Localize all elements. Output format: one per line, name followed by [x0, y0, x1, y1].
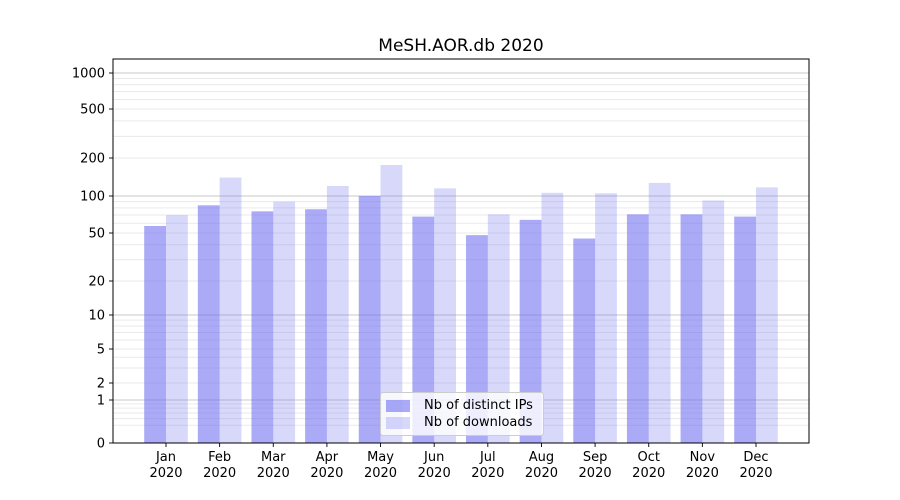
x-tick-label-month-oct: Oct: [637, 450, 659, 465]
x-tick-label-year-may: 2020: [364, 466, 397, 481]
legend-label-downloads: Nb of downloads: [424, 415, 533, 430]
y-tick-label-5: 5: [97, 343, 105, 358]
legend-swatch-downloads: [386, 416, 410, 429]
x-tick-label-year-jun: 2020: [418, 466, 451, 481]
bar-nov-distinct-ips: [680, 214, 703, 443]
x-tick-label-month-may: May: [367, 450, 394, 465]
y-tick-label-20: 20: [88, 275, 105, 290]
bar-jan-distinct-ips: [144, 226, 166, 443]
x-tick-label-month-aug: Aug: [529, 450, 554, 465]
x-tick-label-month-jul: Jul: [479, 450, 496, 465]
x-tick-label-month-jun: Jun: [423, 450, 444, 465]
y-tick-label-2: 2: [97, 377, 105, 392]
bar-nov-downloads: [702, 200, 725, 443]
y-tick-label-1000: 1000: [72, 67, 105, 82]
legend-label-distinct-ips: Nb of distinct IPs: [424, 398, 533, 413]
bar-sep-distinct-ips: [573, 238, 596, 443]
x-tick-label-month-feb: Feb: [208, 450, 231, 465]
x-tick-label-year-apr: 2020: [310, 466, 343, 481]
x-tick-label-year-aug: 2020: [525, 466, 558, 481]
bar-aug-distinct-ips: [519, 219, 542, 443]
bar-jun-distinct-ips: [412, 216, 435, 443]
x-tick-label-year-jul: 2020: [471, 466, 504, 481]
bar-oct-distinct-ips: [626, 214, 649, 443]
x-tick-label-month-jan: Jan: [155, 450, 176, 465]
x-tick-label-month-nov: Nov: [690, 450, 716, 465]
x-tick-label-year-oct: 2020: [632, 466, 665, 481]
bar-feb-downloads: [219, 177, 242, 444]
x-tick-label-month-apr: Apr: [316, 450, 339, 465]
x-tick-label-year-mar: 2020: [257, 466, 290, 481]
bar-may-distinct-ips: [358, 196, 381, 443]
bar-mar-downloads: [273, 201, 296, 443]
y-tick-label-0: 0: [97, 437, 105, 452]
x-tick-label-year-nov: 2020: [686, 466, 719, 481]
legend-swatch-distinct-ips: [386, 399, 410, 412]
bar-aug-downloads: [541, 192, 564, 443]
y-tick-label-50: 50: [88, 227, 105, 242]
x-tick-label-month-mar: Mar: [261, 450, 286, 465]
y-tick-label-100: 100: [80, 190, 105, 205]
y-tick-label-10: 10: [88, 309, 105, 324]
x-tick-label-year-sep: 2020: [579, 466, 612, 481]
chart-title: MeSH.AOR.db 2020: [378, 36, 544, 56]
axes-frame: [112, 58, 810, 444]
x-tick-label-year-jan: 2020: [149, 466, 182, 481]
bar-jan-downloads: [166, 215, 188, 443]
x-tick-label-year-dec: 2020: [739, 466, 772, 481]
bar-may-downloads: [380, 165, 403, 444]
bar-mar-distinct-ips: [251, 211, 274, 443]
legend-item-downloads: Nb of downloads: [386, 415, 533, 430]
y-tick-label-1: 1: [97, 394, 105, 409]
legend-item-distinct-ips: Nb of distinct IPs: [386, 398, 533, 413]
bar-oct-downloads: [648, 182, 671, 443]
y-tick-label-200: 200: [80, 152, 105, 167]
bar-jul-distinct-ips: [466, 235, 488, 443]
bar-jul-downloads: [487, 214, 510, 443]
x-tick-label-month-dec: Dec: [743, 450, 768, 465]
x-tick-label-year-feb: 2020: [203, 466, 236, 481]
chart-legend: Nb of distinct IPs Nb of downloads: [380, 392, 544, 436]
bar-sep-downloads: [595, 193, 617, 443]
x-tick-label-month-sep: Sep: [583, 450, 608, 465]
bar-feb-distinct-ips: [197, 205, 220, 443]
bar-dec-distinct-ips: [734, 216, 756, 443]
y-tick-label-500: 500: [80, 103, 105, 118]
bar-dec-downloads: [756, 187, 778, 443]
bar-apr-distinct-ips: [305, 209, 327, 443]
bar-apr-downloads: [326, 186, 349, 443]
bar-jun-downloads: [434, 188, 456, 443]
